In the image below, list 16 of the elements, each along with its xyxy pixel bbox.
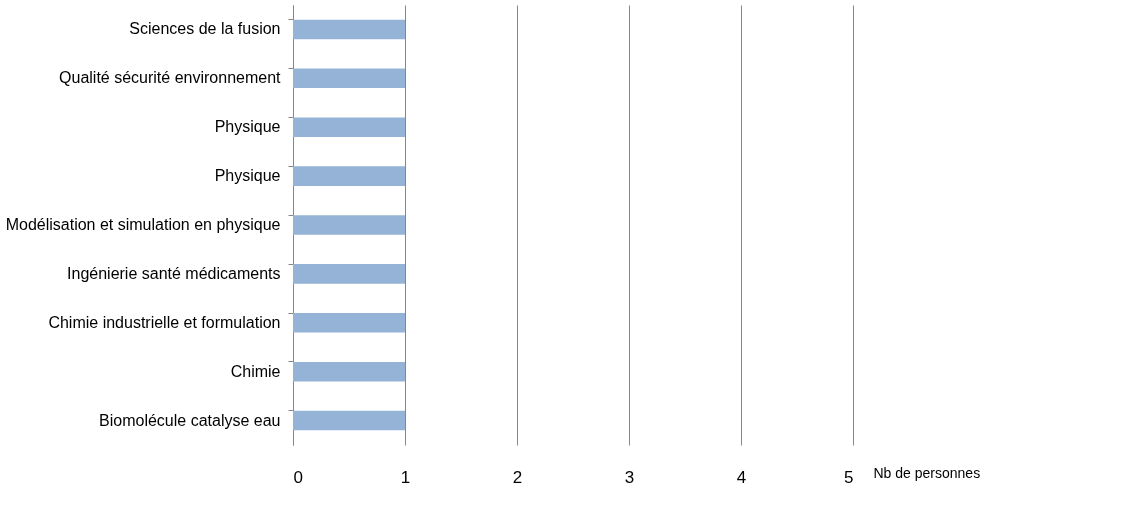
- y-tick-label: Chimie industrielle et formulation: [48, 313, 281, 331]
- y-tick-label: Modélisation et simulation en physique: [5, 216, 281, 233]
- y-tick-label: Chimie: [230, 362, 281, 380]
- x-tick-label: 3: [624, 467, 635, 487]
- y-tick-label: Biomolécule catalyse eau: [99, 411, 281, 429]
- x-tick-label: 1: [400, 467, 411, 487]
- x-tick-label: 2: [512, 467, 523, 487]
- y-tick-label: Ingénierie santé médicaments: [67, 264, 281, 282]
- y-tick-label: Qualité sécurité environnement: [59, 69, 282, 87]
- y-tick-label: Sciences de la fusion: [129, 20, 281, 38]
- y-tick-label: Physique: [214, 118, 281, 136]
- y-tick-label: Physique: [214, 167, 281, 185]
- x-tick-label: 5: [844, 467, 854, 487]
- x-tick-label: 0: [293, 467, 303, 487]
- x-axis-title: Nb de personnes: [873, 464, 981, 481]
- x-tick-label: 4: [736, 467, 747, 487]
